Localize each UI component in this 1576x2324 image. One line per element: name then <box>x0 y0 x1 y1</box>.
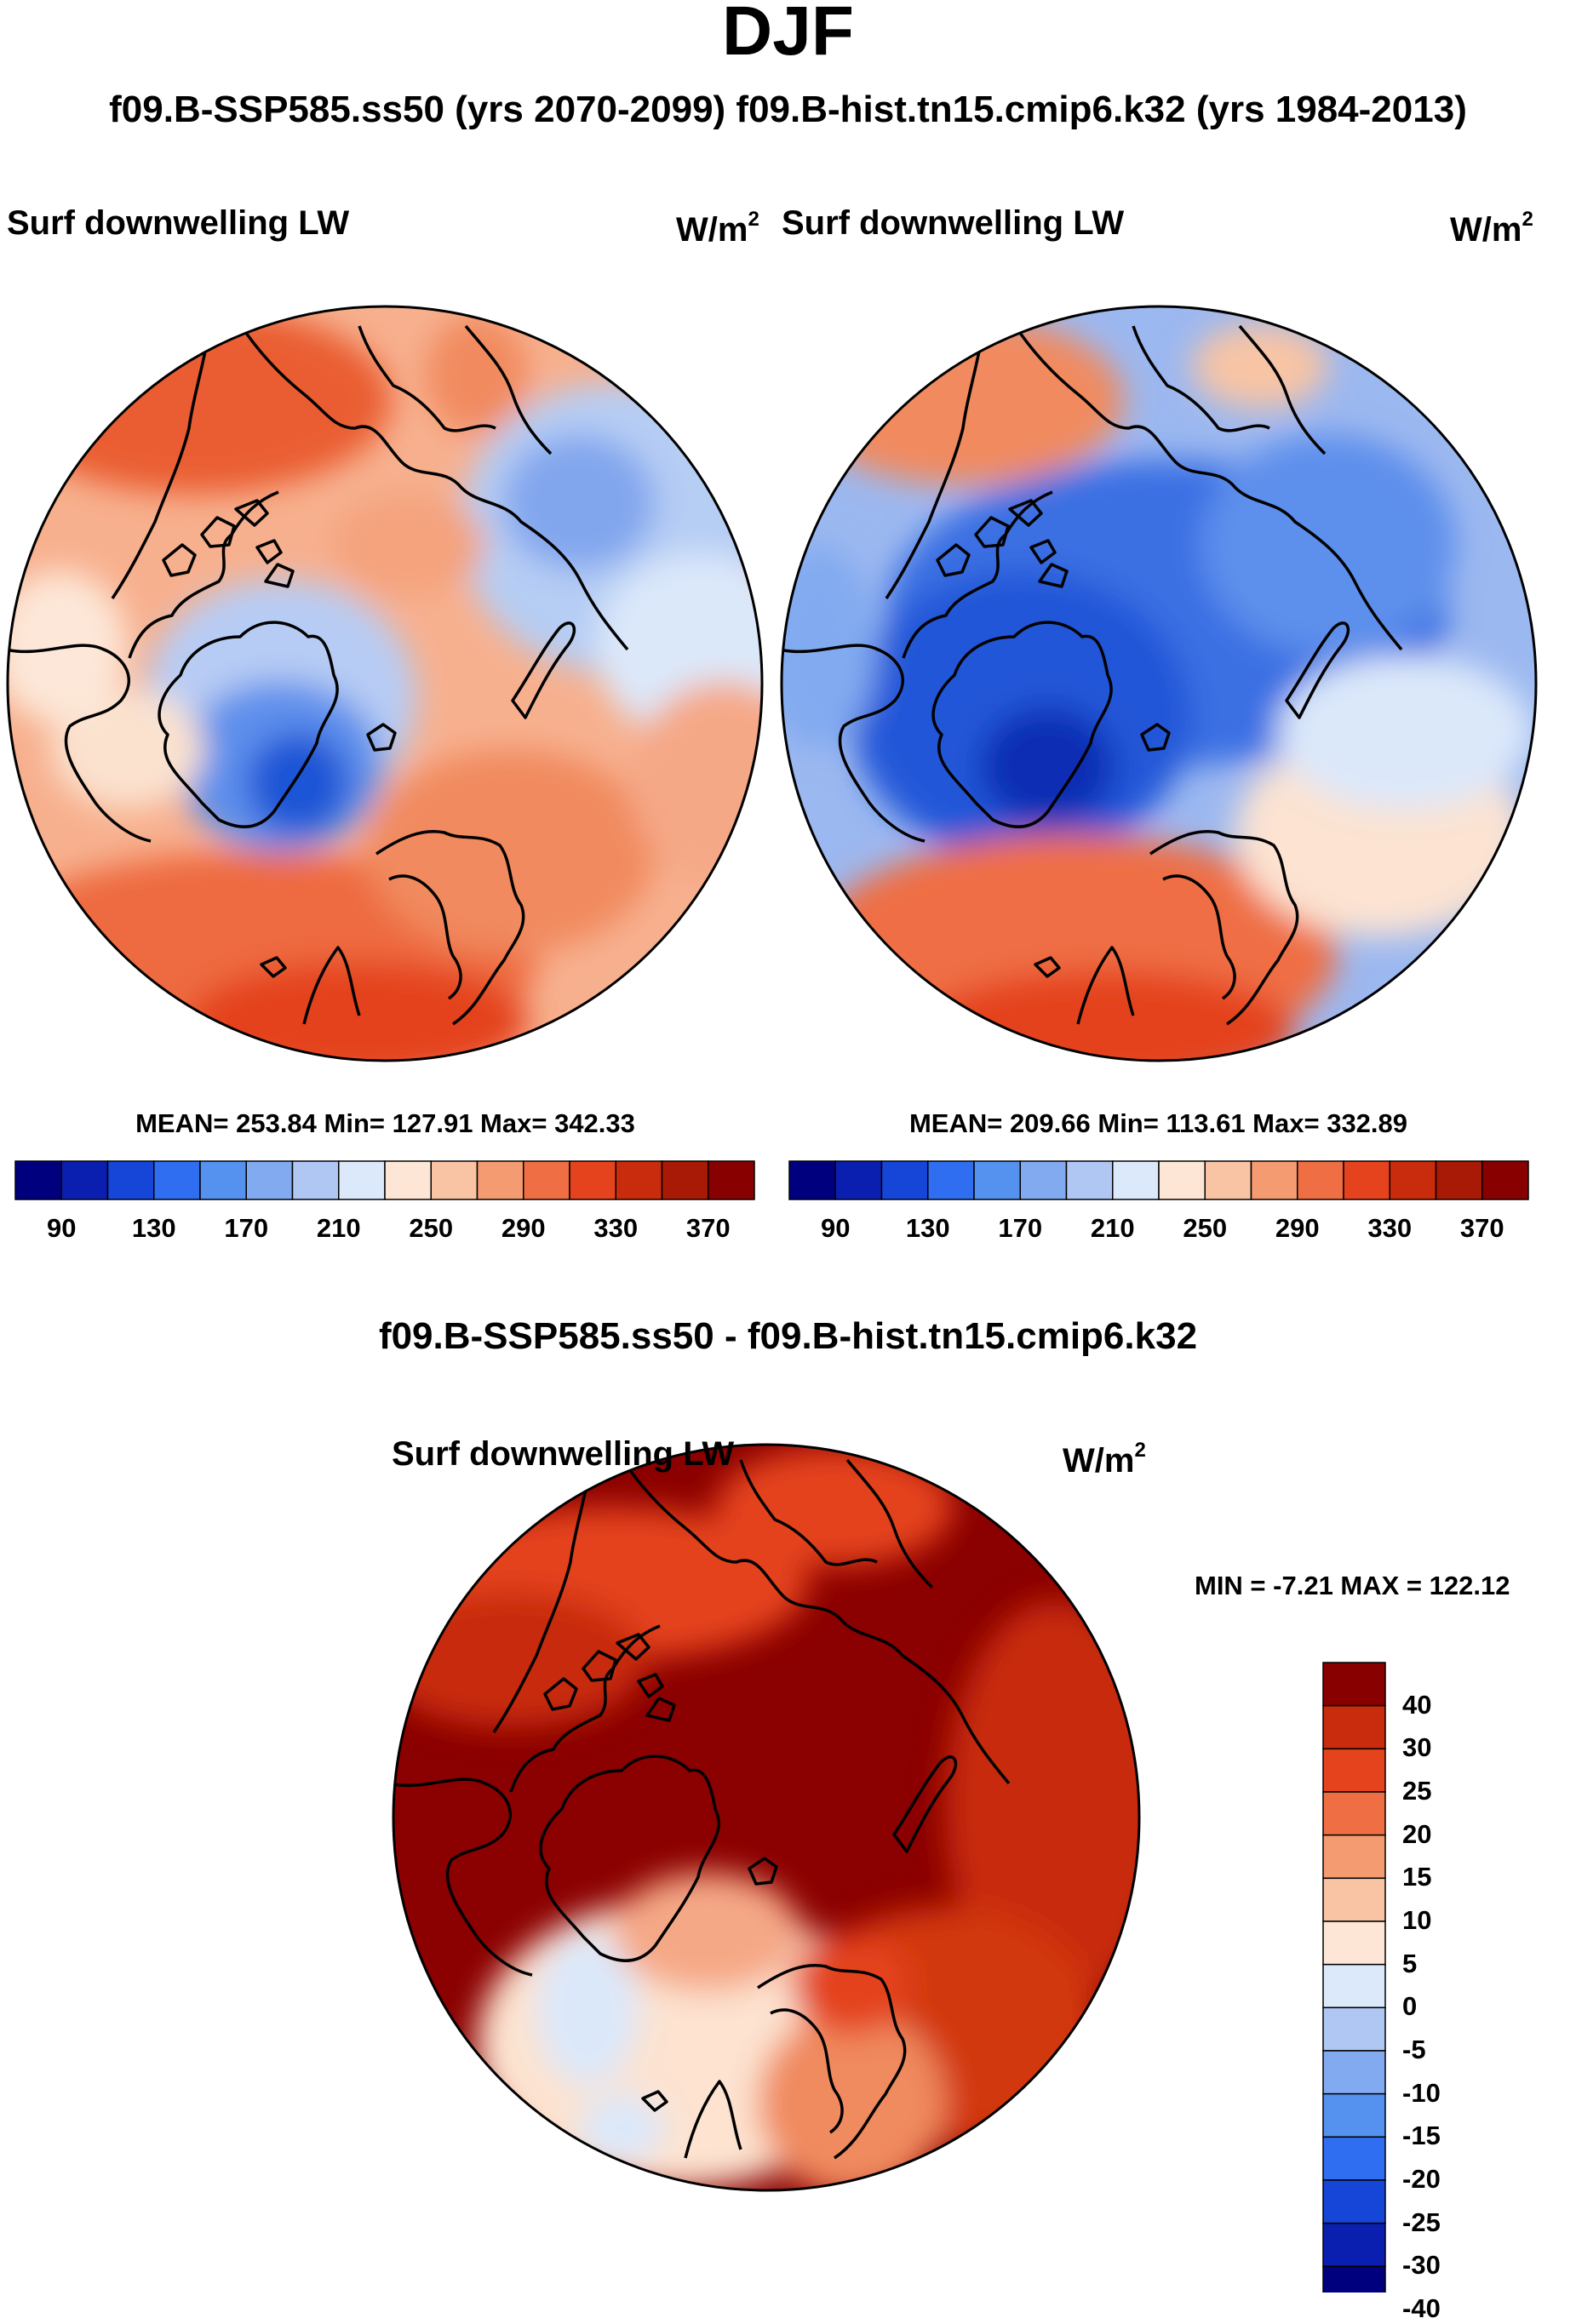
colorbar-right-tick-label: 290 <box>1275 1213 1320 1243</box>
colorbar-right-swatch-3 <box>927 1160 975 1200</box>
colorbar-right-swatch-1 <box>834 1160 883 1200</box>
colorbar-difference-swatch-4 <box>1322 1834 1386 1880</box>
panel1-units: W/m2 <box>676 208 759 249</box>
diff-variable-label: Surf downwelling LW <box>392 1435 735 1473</box>
panel2-stats: MEAN= 209.66 Min= 113.61 Max= 332.89 <box>908 1108 1408 1138</box>
colorbar-right-tick-label: 210 <box>1090 1213 1135 1243</box>
colorbar-right-tick-label: 330 <box>1367 1213 1413 1243</box>
colorbar-right-tick-label: 370 <box>1459 1213 1504 1243</box>
colorbar-difference-swatch-3 <box>1322 1791 1386 1836</box>
colorbar-difference-swatch-11 <box>1322 2136 1386 2181</box>
colorbar-right-tick-label: 250 <box>1183 1213 1228 1243</box>
colorbar-difference-swatch-0 <box>1322 1662 1386 1707</box>
colorbar-left-swatch-4 <box>199 1160 247 1200</box>
colorbar-right-swatch-2 <box>880 1160 929 1200</box>
colorbar-left-swatch-10 <box>476 1160 524 1200</box>
colorbar-right-tick-label: 170 <box>998 1213 1043 1243</box>
panel1-variable-label: Surf downwelling LW <box>7 204 350 242</box>
colorbar-difference-tick-label: 0 <box>1402 1991 1418 2022</box>
colorbar-left-swatch-5 <box>245 1160 294 1200</box>
difference-title: f09.B-SSP585.ss50 - f09.B-hist.tn15.cmip… <box>378 1315 1198 1357</box>
colorbar-right-swatch-15 <box>1481 1160 1529 1200</box>
colorbar-left-tick-label: 210 <box>316 1213 361 1243</box>
cases-subtitle: f09.B-SSP585.ss50 (yrs 2070-2099) f09.B-… <box>109 89 1467 130</box>
colorbar-difference-tick-label: 10 <box>1402 1905 1432 1935</box>
colorbar-difference-swatch-13 <box>1322 2222 1386 2268</box>
colorbar-left-tick-label: 330 <box>593 1213 639 1243</box>
colorbar-difference-swatch-2 <box>1322 1748 1386 1793</box>
map-panel-difference <box>392 1443 1141 2192</box>
colorbar-right-swatch-13 <box>1389 1160 1437 1200</box>
colorbar-difference-tick-label: 40 <box>1402 1689 1432 1720</box>
colorbar-right-tick-label: 90 <box>821 1213 851 1243</box>
colorbar-difference-tick-label: -25 <box>1402 2207 1441 2237</box>
colorbar-left-swatch-3 <box>153 1160 201 1200</box>
colorbar-difference-swatch-14 <box>1322 2265 1386 2293</box>
colorbar-difference-tick-label: 20 <box>1402 1818 1432 1849</box>
colorbar-left-swatch-13 <box>615 1160 663 1200</box>
colorbar-difference-tick-label: -20 <box>1402 2164 1441 2194</box>
colorbar-left-tick-label: 370 <box>685 1213 731 1243</box>
colorbar-right-swatch-8 <box>1158 1160 1206 1200</box>
colorbar-difference-swatch-7 <box>1322 1963 1386 2009</box>
colorbar-right-swatch-0 <box>788 1160 836 1200</box>
colorbar-left-tick-label: 170 <box>224 1213 269 1243</box>
colorbar-difference-swatch-9 <box>1322 2050 1386 2095</box>
colorbar-right-swatch-6 <box>1065 1160 1114 1200</box>
map-panel-historical <box>780 305 1538 1062</box>
colorbar-difference-tick-label: -10 <box>1402 2077 1441 2108</box>
colorbar-difference-tick-label: -5 <box>1402 2035 1426 2064</box>
colorbar-right <box>788 1160 1529 1200</box>
colorbar-left-swatch-2 <box>106 1160 155 1200</box>
colorbar-difference-swatch-10 <box>1322 2092 1386 2138</box>
colorbar-right-swatch-14 <box>1435 1160 1483 1200</box>
colorbar-difference-tick-label: 25 <box>1402 1776 1432 1806</box>
colorbar-left-swatch-15 <box>708 1160 755 1200</box>
colorbar-right-swatch-10 <box>1250 1160 1298 1200</box>
colorbar-right-swatch-9 <box>1204 1160 1252 1200</box>
colorbar-right-swatch-11 <box>1297 1160 1344 1200</box>
colorbar-left <box>14 1160 755 1200</box>
panel2-variable-label: Surf downwelling LW <box>782 204 1125 242</box>
colorbar-right-swatch-7 <box>1112 1160 1160 1200</box>
colorbar-right-swatch-12 <box>1343 1160 1390 1200</box>
colorbar-difference-swatch-6 <box>1322 1920 1386 1966</box>
colorbar-left-swatch-7 <box>338 1160 386 1200</box>
colorbar-difference-tick-label: -30 <box>1402 2250 1441 2281</box>
colorbar-left-swatch-12 <box>569 1160 616 1200</box>
colorbar-difference-tick-label: 30 <box>1402 1732 1432 1763</box>
colorbar-difference-swatch-8 <box>1322 2006 1386 2052</box>
colorbar-left-tick-label: 250 <box>409 1213 454 1243</box>
diff-min-max: MIN = -7.21 MAX = 122.12 <box>1195 1571 1510 1600</box>
colorbar-difference-tick-label: -15 <box>1402 2121 1441 2151</box>
colorbar-difference-tick-label: -40 <box>1402 2293 1441 2323</box>
colorbar-right-swatch-4 <box>973 1160 1021 1200</box>
colorbar-left-swatch-6 <box>291 1160 340 1200</box>
colorbar-left-swatch-11 <box>523 1160 570 1200</box>
colorbar-difference <box>1322 1662 1386 2293</box>
colorbar-left-tick-label: 290 <box>501 1213 546 1243</box>
colorbar-left-swatch-9 <box>430 1160 479 1200</box>
season-title: DJF <box>722 0 854 70</box>
colorbar-difference-swatch-1 <box>1322 1704 1386 1750</box>
colorbar-difference-swatch-5 <box>1322 1877 1386 1922</box>
diff-units: W/m2 <box>1063 1439 1146 1480</box>
map-panel-ssp585 <box>6 305 764 1062</box>
panel2-units: W/m2 <box>1450 208 1533 249</box>
colorbar-left-swatch-8 <box>384 1160 432 1200</box>
colorbar-left-swatch-14 <box>661 1160 709 1200</box>
colorbar-right-tick-label: 130 <box>905 1213 950 1243</box>
colorbar-left-swatch-0 <box>14 1160 62 1200</box>
panel1-stats: MEAN= 253.84 Min= 127.91 Max= 342.33 <box>135 1108 635 1138</box>
colorbar-left-tick-label: 130 <box>131 1213 176 1243</box>
colorbar-left-tick-label: 90 <box>47 1213 77 1243</box>
colorbar-left-swatch-1 <box>60 1160 109 1200</box>
colorbar-difference-tick-label: 15 <box>1402 1862 1432 1892</box>
colorbar-right-swatch-5 <box>1019 1160 1068 1200</box>
colorbar-difference-tick-label: 5 <box>1402 1948 1418 1978</box>
colorbar-difference-swatch-12 <box>1322 2179 1386 2224</box>
